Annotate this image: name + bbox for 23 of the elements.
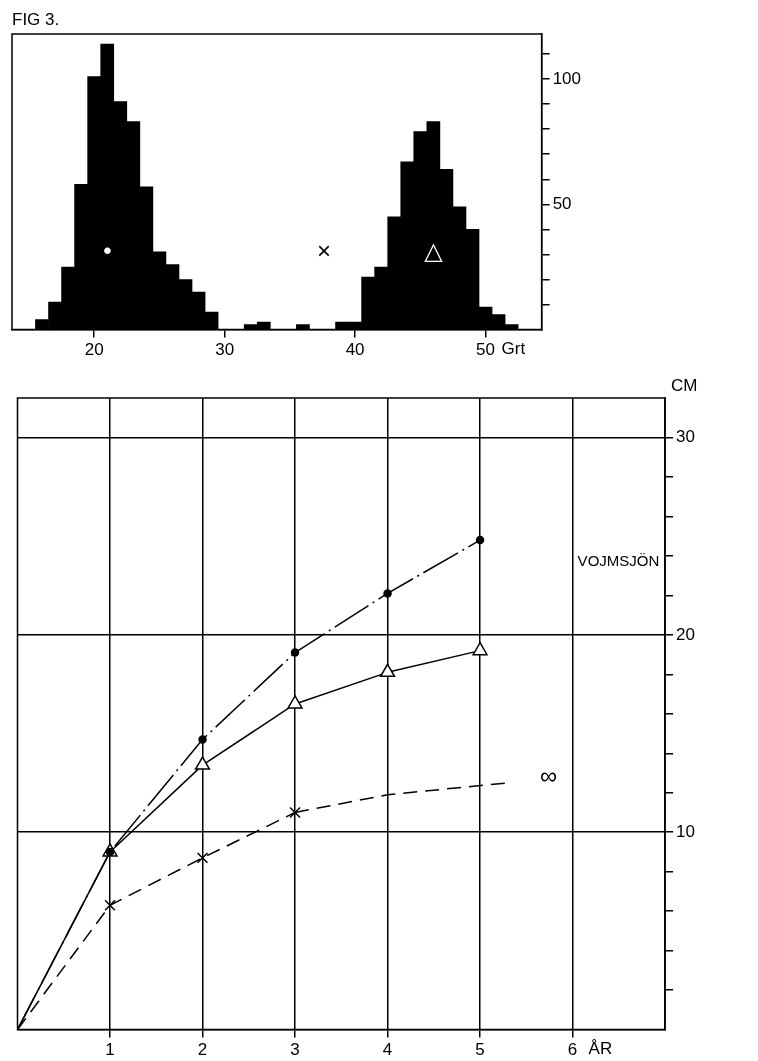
x-tick-label: 4	[382, 1040, 393, 1060]
text: VOJMSJÖN	[577, 552, 660, 570]
y-tick-label: 30	[676, 427, 696, 447]
x-tick-label: 5	[475, 1040, 485, 1060]
y-axis-title: CM	[671, 375, 698, 395]
x-tick-label: 20	[84, 340, 104, 360]
x-tick-label: 1	[105, 1040, 115, 1060]
x-axis-title: Grt	[501, 339, 526, 359]
x-tick-label: 3	[290, 1040, 300, 1060]
chart-title: FIG 3.	[12, 9, 60, 29]
x-tick-label: 30	[215, 340, 235, 360]
y-tick-label: 20	[676, 624, 696, 644]
x-tick-label: 40	[345, 340, 365, 360]
annotation: ×	[316, 237, 331, 265]
x-tick-label: 2	[197, 1040, 208, 1060]
y-tick-label: 10	[676, 821, 696, 841]
y-tick-label: 100	[552, 68, 582, 88]
x-tick-label: 6	[567, 1040, 578, 1060]
annotation: △	[424, 237, 444, 265]
annotation: ∞	[539, 761, 558, 789]
annotation: •	[103, 237, 112, 265]
x-axis-title: ÅR	[588, 1039, 613, 1059]
x-tick-label: 50	[476, 340, 495, 360]
